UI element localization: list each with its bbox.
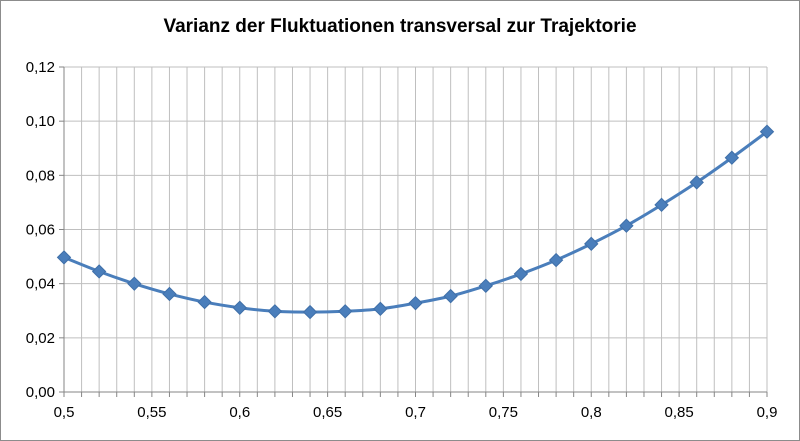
data-point-marker — [337, 304, 353, 319]
y-tick-label: 0,08 — [26, 167, 55, 184]
data-point-marker — [513, 266, 529, 282]
y-tick-label: 0,04 — [26, 276, 55, 293]
data-point-marker — [408, 295, 423, 311]
chart-title: Varianz der Fluktuationen transversal zu… — [163, 16, 637, 37]
y-tick-label: 0,02 — [26, 330, 55, 347]
x-tick-label: 0,6 — [229, 404, 250, 421]
y-tick-label: 0,10 — [26, 113, 55, 130]
grid-lines — [64, 66, 768, 392]
data-point-marker — [56, 250, 72, 265]
data-point-marker — [232, 300, 247, 315]
y-tick-label: 0,12 — [26, 59, 55, 76]
data-point-marker — [267, 304, 283, 319]
x-tick-label: 0,7 — [405, 404, 426, 421]
data-point-marker — [91, 264, 107, 279]
data-point-marker — [584, 236, 599, 252]
data-point-marker — [759, 124, 775, 139]
data-point-marker — [619, 218, 634, 233]
data-point-marker — [478, 278, 494, 294]
x-tick-label: 0,8 — [581, 404, 602, 421]
y-tick-label: 0,00 — [26, 384, 55, 401]
series-layer — [56, 124, 775, 320]
data-point-marker — [689, 175, 704, 190]
data-point-marker — [443, 288, 458, 304]
y-tick-label: 0,06 — [26, 222, 55, 239]
x-tick-label: 0,75 — [489, 404, 518, 421]
x-tick-label: 0,85 — [665, 404, 694, 421]
axes — [59, 66, 768, 397]
data-point-marker — [127, 276, 142, 291]
data-point-marker — [724, 150, 740, 165]
data-point-marker — [162, 286, 177, 302]
x-tick-label: 0,65 — [313, 404, 342, 421]
x-tick-label: 0,5 — [54, 404, 75, 421]
data-point-marker — [548, 252, 564, 268]
data-point-marker — [197, 294, 212, 310]
data-point-marker — [654, 197, 669, 213]
data-point-marker — [373, 301, 388, 317]
x-tick-label: 0,9 — [757, 404, 778, 421]
tick-labels: 0,00 0,02 0,04 0,06 0,08 0,10 0,12 0,5 0,55 0,6 0,… — [26, 59, 778, 421]
x-tick-label: 0,55 — [137, 404, 166, 421]
data-point-marker — [302, 304, 318, 320]
